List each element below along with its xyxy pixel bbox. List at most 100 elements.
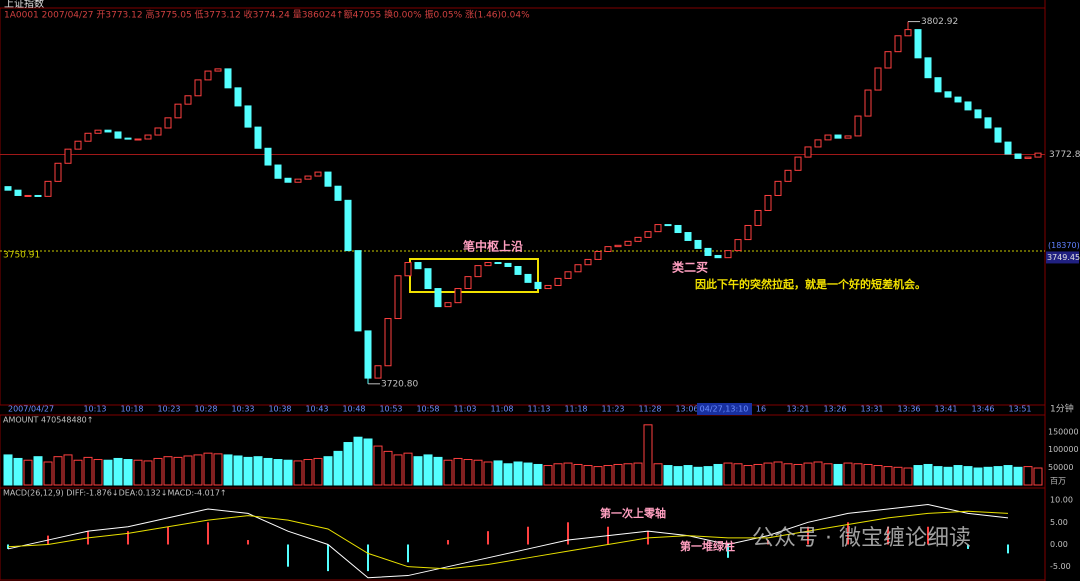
- candle: [54, 162, 62, 182]
- volume-bar: [893, 466, 903, 486]
- volume-bar: [353, 436, 363, 486]
- volume-bar: [53, 456, 63, 486]
- candle: [924, 57, 932, 79]
- candle: [684, 232, 692, 241]
- volume-bar: [823, 463, 833, 486]
- volume-bar: [673, 466, 683, 486]
- volume-bar: [603, 465, 613, 486]
- volume-bar: [693, 466, 703, 486]
- volume-bar: [223, 454, 233, 486]
- candle: [384, 318, 392, 367]
- candle: [284, 177, 292, 183]
- volume-bar: [273, 459, 283, 486]
- candle: [1004, 141, 1012, 155]
- candle: [394, 275, 402, 320]
- x-tick-label: 13:31: [860, 405, 883, 414]
- volume-bar: [973, 467, 983, 486]
- candle: [434, 288, 442, 308]
- volume-bar: [753, 463, 763, 486]
- volume-bar: [763, 462, 773, 486]
- candle: [344, 199, 352, 252]
- candle: [614, 244, 622, 248]
- y-tick-label: 0.00: [1050, 540, 1068, 549]
- volume-bar: [953, 465, 963, 486]
- candle: [104, 129, 112, 133]
- candle: [1014, 153, 1022, 159]
- candle: [94, 129, 102, 134]
- volume-bar: [433, 456, 443, 486]
- volume-bar: [203, 452, 213, 486]
- candle: [494, 262, 502, 265]
- quote-line: 1A0001 2007/04/27 开3773.12 高3775.05 低377…: [4, 9, 530, 21]
- volume-bar: [343, 442, 353, 486]
- volume-bar: [163, 456, 173, 486]
- volume-bar: [283, 459, 293, 486]
- candle: [454, 288, 462, 304]
- candle: [694, 239, 702, 249]
- candle: [484, 262, 492, 267]
- candle: [854, 115, 862, 137]
- candle: [664, 224, 672, 227]
- y-tick-label: 10.00: [1050, 496, 1073, 505]
- volume-bar: [33, 456, 43, 486]
- x-tick-label: 10:33: [231, 405, 254, 414]
- volume-bar: [593, 466, 603, 486]
- candle: [324, 171, 332, 187]
- annotation: 类二买: [672, 260, 708, 275]
- x-tick-label: 04/27,13:10: [700, 405, 749, 414]
- volume-bar: [573, 463, 583, 486]
- candle: [74, 140, 82, 150]
- price-marker: 3749.45: [1047, 253, 1080, 262]
- candle: [734, 239, 742, 252]
- volume-bar: [173, 456, 183, 486]
- volume-bar: [903, 467, 913, 486]
- volume-bar: [563, 462, 573, 486]
- candle: [824, 134, 832, 141]
- volume-bar: [1003, 465, 1013, 486]
- candle: [414, 262, 422, 270]
- volume-bar: [383, 450, 393, 486]
- candle: [244, 105, 252, 128]
- candle: [914, 29, 922, 59]
- candle: [744, 224, 752, 241]
- panel-title: MACD(26,12,9) DIFF:-1.876↓DEA:0.132↓MACD…: [3, 489, 227, 498]
- volume-bar: [303, 459, 313, 486]
- candle: [184, 95, 192, 105]
- candle: [904, 29, 912, 37]
- candle: [144, 134, 152, 140]
- candle: [764, 194, 772, 211]
- volume-bar: [633, 462, 643, 486]
- candle: [364, 330, 372, 379]
- volume-bar: [43, 461, 53, 486]
- candle: [404, 262, 412, 277]
- candle: [554, 277, 562, 286]
- volume-bar: [913, 465, 923, 486]
- x-tick-label: 13:06: [675, 405, 698, 414]
- volume-bar: [233, 455, 243, 486]
- volume-bar: [813, 461, 823, 486]
- volume-bar: [873, 465, 883, 486]
- volume-bar: [513, 461, 523, 486]
- volume-bar: [393, 454, 403, 486]
- volume-bar: [853, 463, 863, 486]
- watermark: 公众号 · 微宝缠论细读: [752, 526, 971, 551]
- volume-bar: [713, 463, 723, 486]
- volume-bar: [73, 459, 83, 486]
- unit-label: 百万: [1050, 477, 1066, 486]
- y-tick-label: 50000: [1048, 463, 1073, 472]
- candle: [794, 156, 802, 171]
- candle: [594, 250, 602, 260]
- volume-bar: [483, 461, 493, 486]
- x-tick-label: 10:13: [83, 405, 106, 414]
- volume-bar: [143, 460, 153, 486]
- candle: [334, 185, 342, 201]
- volume-bar: [13, 457, 23, 486]
- candle: [354, 250, 362, 332]
- x-tick-label: 10:38: [268, 405, 291, 414]
- volume-bar: [153, 457, 163, 486]
- volume-bar: [543, 465, 553, 486]
- volume-bar: [843, 462, 853, 486]
- candle: [1034, 152, 1042, 158]
- reference-label: 3750.91: [3, 251, 40, 261]
- y-tick-label: 100000: [1048, 445, 1079, 454]
